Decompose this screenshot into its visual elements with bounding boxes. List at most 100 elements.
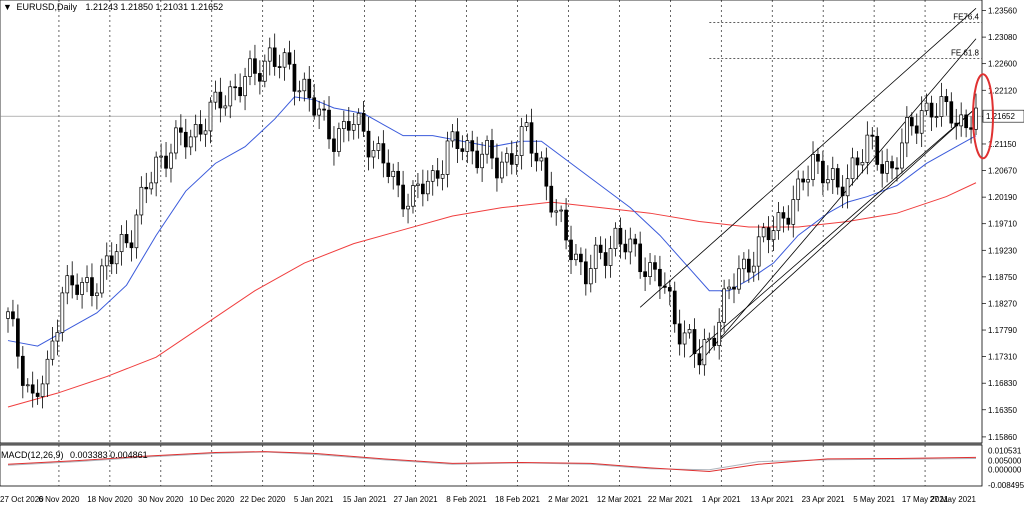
candle-body bbox=[85, 277, 89, 283]
channel-line[interactable] bbox=[718, 107, 977, 341]
candle-body bbox=[114, 251, 119, 265]
candle-body bbox=[554, 210, 559, 213]
candle-body bbox=[974, 107, 978, 130]
date-tick-label: 18 Nov 2020 bbox=[87, 495, 133, 504]
candle-body bbox=[440, 174, 445, 179]
date-tick-label: 2 Mar 2021 bbox=[548, 495, 589, 504]
candle-body bbox=[539, 157, 544, 162]
candle-body bbox=[509, 153, 514, 165]
candle-body bbox=[228, 86, 233, 107]
candle-body bbox=[811, 154, 815, 180]
candle-body bbox=[495, 157, 499, 179]
current-price-label: 1.21652 bbox=[986, 112, 1015, 121]
candle-body bbox=[277, 66, 282, 68]
candle-body bbox=[717, 321, 722, 346]
candle-body bbox=[579, 253, 583, 263]
price-tick-label: 1.17310 bbox=[988, 353, 1017, 362]
candle-body bbox=[401, 184, 405, 210]
candle-body bbox=[895, 167, 899, 170]
candle-body bbox=[159, 155, 163, 158]
candle-body bbox=[682, 332, 687, 345]
candle-body bbox=[559, 209, 563, 212]
ohlc-values: 1.21243 1.21850 1.21031 1.21652 bbox=[85, 2, 224, 12]
candle-body bbox=[396, 170, 401, 186]
main-pane-frame bbox=[0, 0, 983, 444]
candle-body bbox=[213, 91, 218, 103]
candle-body bbox=[460, 148, 465, 152]
candle-body bbox=[50, 340, 55, 360]
candle-body bbox=[712, 337, 717, 346]
candle-body bbox=[722, 288, 726, 323]
candle-body bbox=[356, 112, 361, 125]
candle-body bbox=[386, 162, 391, 177]
candle-body bbox=[746, 258, 751, 273]
candle-body bbox=[835, 168, 840, 188]
candle-body bbox=[470, 140, 475, 152]
candle-body bbox=[865, 134, 870, 163]
candle-body bbox=[870, 134, 875, 137]
macd-header: MACD(12,26,9) 0.003383 0.004861 bbox=[1, 450, 152, 460]
candle-body bbox=[371, 150, 376, 158]
candle-body bbox=[332, 138, 336, 152]
date-tick-label: 27 Oct 2020 bbox=[0, 495, 44, 504]
price-tick-label: 1.21150 bbox=[988, 140, 1017, 149]
macd-tick-label: -0.008495 bbox=[988, 481, 1024, 490]
candle-body bbox=[653, 262, 657, 270]
candle-body bbox=[613, 227, 618, 249]
date-tick-label: 15 Jan 2021 bbox=[343, 495, 388, 504]
candle-body bbox=[183, 131, 188, 148]
candle-body bbox=[697, 353, 702, 366]
price-tick-label: 1.23560 bbox=[988, 7, 1017, 16]
channel-line[interactable] bbox=[689, 107, 977, 358]
candle-body bbox=[75, 284, 79, 295]
highlight-ellipse bbox=[972, 73, 994, 160]
dropdown-arrow-icon[interactable]: ▼ bbox=[3, 2, 12, 12]
candle-body bbox=[430, 170, 435, 182]
macd-values: 0.003383 0.004861 bbox=[70, 450, 148, 460]
candle-body bbox=[588, 268, 593, 285]
candle-body bbox=[139, 186, 144, 216]
candle-body bbox=[203, 130, 208, 135]
candle-body bbox=[90, 277, 94, 296]
candle-body bbox=[909, 117, 914, 127]
candle-body bbox=[124, 234, 129, 244]
price-tick-label: 1.20670 bbox=[988, 167, 1017, 176]
candle-body bbox=[366, 130, 371, 158]
channel-line[interactable] bbox=[699, 38, 977, 363]
candle-body bbox=[154, 156, 159, 184]
chart-header: ▼ EURUSD,Daily 1.21243 1.21850 1.21031 1… bbox=[3, 2, 223, 12]
candle-body bbox=[179, 127, 183, 133]
candle-body bbox=[169, 152, 173, 169]
candle-body bbox=[104, 255, 109, 267]
candle-body bbox=[801, 178, 805, 183]
price-tick-label: 1.20190 bbox=[988, 193, 1017, 202]
candle-body bbox=[900, 142, 904, 169]
candle-body bbox=[248, 58, 252, 77]
candle-body bbox=[149, 182, 154, 190]
price-tick-label: 1.19710 bbox=[988, 220, 1017, 229]
candle-body bbox=[65, 275, 70, 294]
candle-body bbox=[816, 154, 820, 162]
candle-body bbox=[628, 238, 633, 253]
candle-body bbox=[672, 290, 677, 325]
candle-body bbox=[643, 271, 647, 277]
candle-body bbox=[860, 162, 865, 166]
price-tick-label: 1.18270 bbox=[988, 299, 1017, 308]
candle-body bbox=[223, 105, 228, 109]
candle-body bbox=[905, 117, 909, 144]
candle-body bbox=[99, 265, 104, 294]
candle-body bbox=[406, 205, 410, 210]
candle-body bbox=[40, 383, 45, 397]
candle-body bbox=[524, 122, 529, 127]
candle-body bbox=[193, 124, 198, 138]
candle-body bbox=[885, 161, 889, 174]
candle-body bbox=[258, 73, 262, 82]
candle-body bbox=[55, 332, 60, 342]
macd-tick-label: 0.005000 bbox=[988, 457, 1022, 466]
candle-body bbox=[771, 230, 776, 241]
candle-body bbox=[667, 287, 672, 292]
channel-line[interactable] bbox=[639, 8, 977, 308]
candle-body bbox=[766, 227, 771, 241]
candle-body bbox=[608, 248, 613, 266]
